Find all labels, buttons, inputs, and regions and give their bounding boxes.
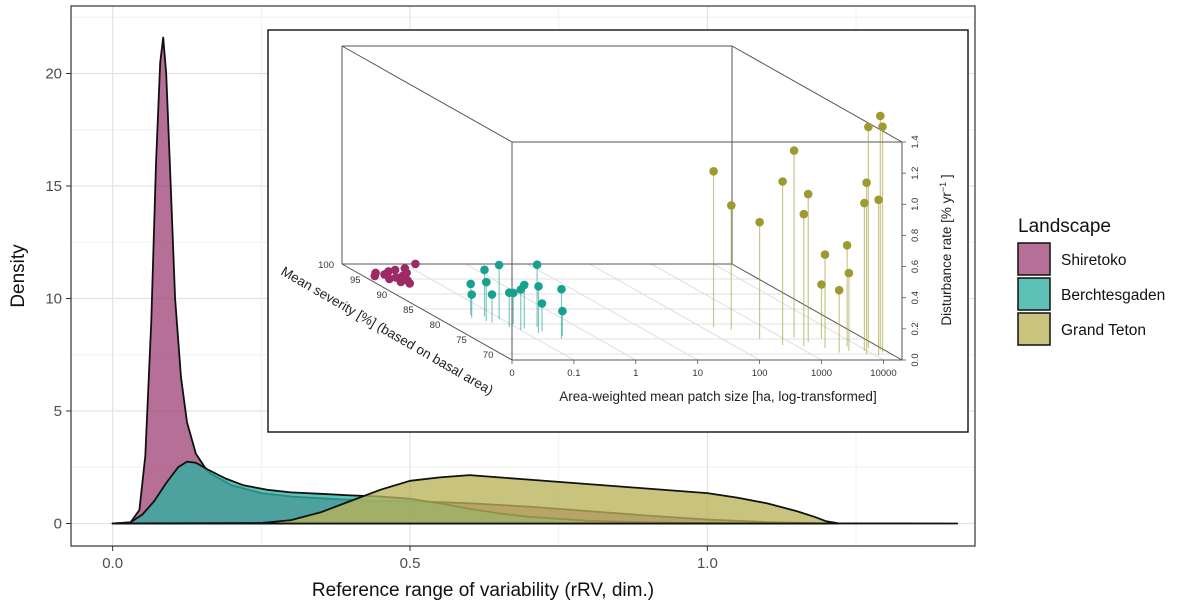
inset-x-tick-label: 10 — [692, 368, 703, 379]
inset-frame — [267, 29, 969, 433]
floor-gridline-x — [713, 263, 884, 361]
inset-y-tick-label: 70 — [483, 350, 494, 361]
point-shiretoko — [390, 265, 400, 275]
point-shiretoko — [384, 267, 393, 276]
point-berchtesgaden — [532, 260, 542, 270]
point-shiretoko — [391, 273, 401, 282]
inset-3d-scatter: 0 0.1 1 10 100 1000 10000 100 95 90 85 80 75 70 0.0 0.2… — [267, 29, 969, 433]
point-grand-teton — [864, 122, 873, 132]
point-grand-teton — [817, 280, 826, 289]
point-berchtesgaden — [494, 260, 504, 270]
inset-box-edge — [731, 263, 903, 361]
inset-x-tick-label: 0 — [509, 368, 514, 379]
point-berchtesgaden — [537, 299, 547, 308]
inset-y-tick-label: 75 — [456, 335, 467, 346]
inset-y-tick-label: 90 — [377, 290, 388, 301]
density-areas — [111, 36, 959, 525]
point-berchtesgaden — [557, 284, 566, 294]
density-area-grand-teton — [111, 474, 959, 525]
point-berchtesgaden — [480, 265, 489, 275]
point-grand-teton — [862, 178, 871, 187]
inset-x-axis-title: Area-weighted mean patch size [ha, log-t… — [559, 389, 876, 404]
panel-border — [70, 5, 976, 547]
point-grand-teton — [755, 217, 764, 227]
floor-gridline-x — [651, 263, 822, 361]
floor-gridline-x — [403, 263, 575, 361]
point-grand-teton — [844, 268, 854, 278]
point-berchtesgaden — [482, 277, 491, 287]
point-shiretoko — [400, 264, 410, 273]
point-grand-teton — [803, 189, 813, 199]
point-berchtesgaden — [467, 290, 477, 299]
legend-label-berchtesgaden: Berchtesgaden — [1061, 287, 1165, 304]
point-grand-teton — [799, 209, 809, 219]
y-tick-label: 10 — [45, 291, 62, 308]
inset-x-tick-label: 10000 — [870, 368, 896, 379]
floor-gridline-x — [527, 263, 698, 361]
y-tick-label: 5 — [54, 403, 62, 420]
inset-x-tick-label: 100 — [752, 368, 768, 379]
inset-z-tick-label: 1.2 — [910, 167, 921, 180]
y-tick-label: 15 — [45, 178, 62, 195]
inset-x-tick-label: 1 — [633, 368, 638, 379]
floor-gridline-x — [465, 263, 637, 361]
y-tick-label: 20 — [45, 66, 62, 83]
inset-z-tick-label: 1.0 — [910, 198, 921, 211]
floor-gridline-x — [589, 263, 760, 361]
legend: Landscape Shiretoko Berchtesgaden Grand Tet… — [1017, 216, 1165, 346]
inset-z-tick-label: 0.2 — [910, 322, 921, 335]
inset-y-tick-label: 100 — [318, 260, 334, 271]
point-berchtesgaden — [509, 288, 518, 298]
y-axis-title: Density — [8, 244, 29, 308]
point-grand-teton — [876, 111, 885, 121]
legend-label-grand-teton: Grand Teton — [1061, 322, 1146, 339]
y-tick-label: 0 — [54, 516, 62, 533]
point-grand-teton — [834, 285, 844, 295]
x-tick-label: 0.5 — [400, 555, 421, 572]
point-berchtesgaden — [558, 306, 567, 316]
inset-y-tick-label: 80 — [430, 320, 441, 331]
point-grand-teton — [709, 167, 718, 176]
inset-box-edge — [341, 45, 513, 143]
inset-z-axis-title: Disturbance rate [% yr−1 ] — [938, 174, 954, 325]
legend-swatch-berchtesgaden — [1017, 277, 1051, 311]
point-berchtesgaden — [520, 280, 529, 290]
inset-z-tick-label: 0.6 — [910, 260, 921, 273]
legend-swatch-shiretoko — [1017, 242, 1051, 276]
inset-y-tick-label: 85 — [403, 305, 414, 316]
point-grand-teton — [778, 177, 787, 186]
legend-swatch-grand-teton — [1017, 312, 1051, 346]
point-grand-teton — [842, 241, 852, 250]
legend-label-shiretoko: Shiretoko — [1061, 252, 1126, 269]
x-tick-label: 0.0 — [102, 555, 123, 572]
inset-z-tick-label: 0.0 — [910, 353, 921, 366]
point-grand-teton — [727, 201, 736, 210]
point-grand-teton — [820, 250, 830, 259]
inset-y-tick-label: 95 — [350, 275, 361, 286]
x-axis-title: Reference range of variability (rRV, dim… — [312, 580, 654, 601]
point-grand-teton — [874, 195, 883, 205]
point-berchtesgaden — [466, 279, 476, 289]
inset-z-tick-label: 0.8 — [910, 229, 921, 242]
inset-box-edge — [731, 45, 903, 143]
inset-z-tick-label: 0.4 — [910, 291, 921, 304]
inset-box-edge — [341, 263, 513, 361]
point-grand-teton — [878, 122, 887, 131]
point-berchtesgaden — [487, 290, 497, 299]
point-shiretoko — [371, 268, 380, 278]
point-berchtesgaden — [534, 282, 543, 291]
legend-title: Landscape — [1018, 216, 1111, 237]
inset-z-tick-label: 1.4 — [910, 135, 921, 148]
point-shiretoko — [411, 259, 420, 269]
point-grand-teton — [860, 198, 869, 208]
x-tick-label: 1.0 — [697, 555, 718, 572]
inset-x-tick-label: 1000 — [811, 368, 832, 379]
point-grand-teton — [789, 146, 799, 155]
inset-x-tick-label: 0.1 — [567, 368, 580, 379]
